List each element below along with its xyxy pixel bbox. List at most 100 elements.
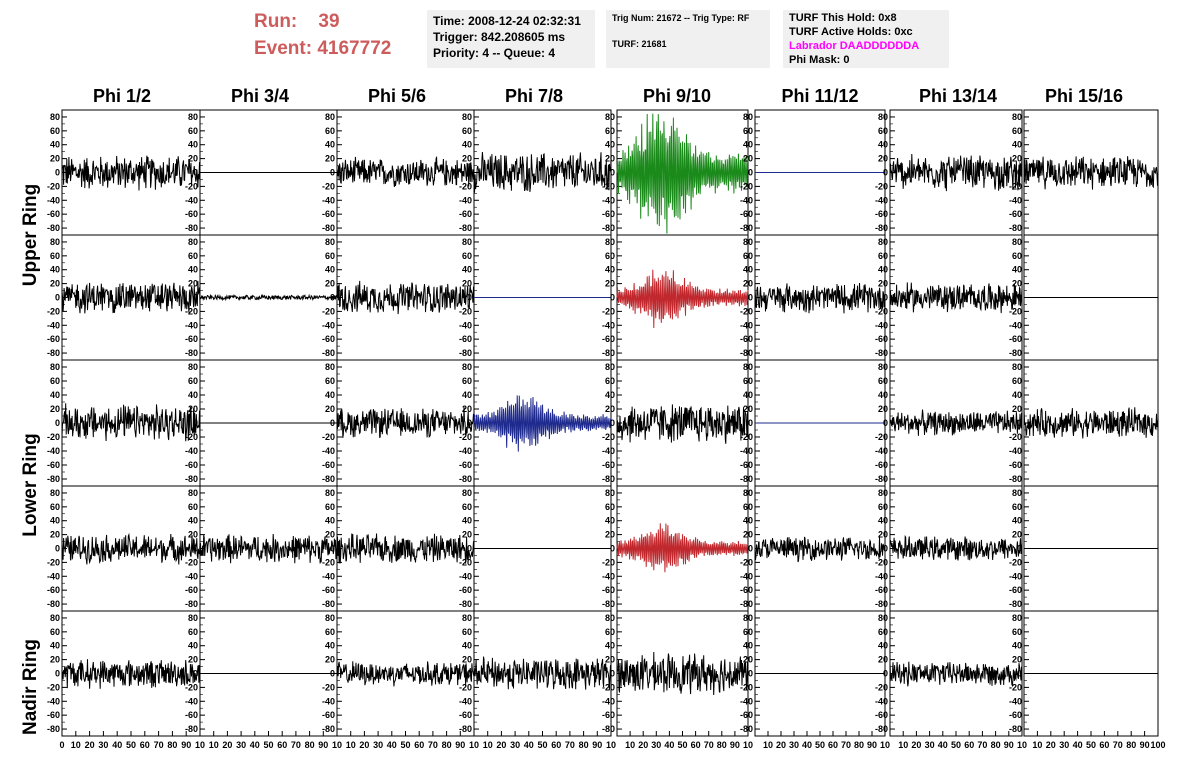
y-tick-label: -20 [322,682,335,692]
y-tick-label: 60 [1012,376,1022,386]
event-label: Event: [254,38,313,59]
x-tick-label: 80 [579,740,589,750]
x-tick-label: 10 [898,740,908,750]
x-tick-label: 10 [743,740,753,750]
y-tick-label: 80 [878,488,888,498]
y-tick-label: -40 [47,696,60,706]
y-tick-label: 60 [878,126,888,136]
y-tick-label: 0 [55,168,60,178]
y-tick-label: 60 [325,126,335,136]
waveform-trace [889,153,1023,192]
y-tick-label: -80 [185,474,198,484]
y-tick-label: -60 [740,334,753,344]
y-tick-label: 80 [743,488,753,498]
y-tick-label: -20 [1009,181,1022,191]
y-tick-label: 40 [325,516,335,526]
y-tick-label: -20 [322,432,335,442]
y-tick-label: 0 [610,544,615,554]
y-tick-label: -80 [47,348,60,358]
y-tick-label: 20 [605,404,615,414]
y-tick-label: 0 [467,418,472,428]
y-tick-label: 40 [188,390,198,400]
y-tick-label: 40 [1012,140,1022,150]
y-tick-label: -80 [185,724,198,734]
y-tick-label: 20 [743,154,753,164]
y-tick-label: 0 [193,544,198,554]
y-tick-label: 0 [467,669,472,679]
y-tick-label: 40 [605,265,615,275]
y-tick-label: -40 [740,195,753,205]
y-tick-label: -20 [875,682,888,692]
y-tick-label: -40 [459,320,472,330]
y-tick-label: 40 [878,641,888,651]
x-tick-label: 30 [651,740,661,750]
y-tick-label: -60 [740,710,753,720]
x-tick-label: 60 [277,740,287,750]
y-tick-label: 60 [878,376,888,386]
waveform-trace [616,113,749,234]
y-tick-label: 0 [1017,293,1022,303]
x-tick-label: 50 [677,740,687,750]
y-tick-label: 0 [1017,418,1022,428]
y-tick-label: -60 [602,710,615,720]
y-tick-label: -60 [875,710,888,720]
y-tick-label: 0 [883,544,888,554]
y-tick-label: -40 [185,571,198,581]
y-tick-label: 60 [188,251,198,261]
y-tick-label: -20 [459,432,472,442]
y-tick-label: 40 [462,265,472,275]
x-tick-label: 90 [181,740,191,750]
y-tick-label: 60 [743,376,753,386]
y-tick-label: 0 [330,544,335,554]
y-tick-label: 20 [878,655,888,665]
y-tick-label: 0 [193,168,198,178]
y-tick-label: -60 [47,209,60,219]
y-tick-label: 60 [462,251,472,261]
y-tick-label: 0 [883,168,888,178]
y-tick-label: 60 [50,376,60,386]
y-tick-label: 80 [1012,362,1022,372]
y-tick-label: 20 [325,404,335,414]
y-tick-label: -80 [185,599,198,609]
y-tick-label: 20 [1012,404,1022,414]
y-tick-label: -20 [875,306,888,316]
y-tick-label: 20 [188,404,198,414]
x-tick-label: 30 [1059,740,1069,750]
y-tick-label: 40 [325,140,335,150]
y-tick-label: -60 [459,334,472,344]
y-tick-label: -40 [740,696,753,706]
y-tick-label: -40 [322,696,335,706]
waveform-trace [616,651,749,696]
x-tick-label: 90 [318,740,328,750]
y-tick-label: 80 [50,488,60,498]
y-tick-label: -20 [1009,432,1022,442]
time-text: Time: 2008-12-24 02:32:31 [433,14,581,28]
y-tick-label: -60 [875,209,888,219]
y-tick-label: 80 [188,362,198,372]
waveform-trace [889,282,1023,314]
y-tick-label: 60 [50,126,60,136]
y-tick-label: 80 [743,613,753,623]
waveform-trace [61,280,201,314]
y-tick-label: -40 [47,571,60,581]
y-tick-label: -40 [47,320,60,330]
y-tick-label: 40 [50,265,60,275]
y-tick-label: 80 [50,112,60,122]
x-tick-label: 10 [483,740,493,750]
y-tick-label: 20 [878,530,888,540]
y-tick-label: 80 [462,237,472,247]
x-tick-label: 20 [776,740,786,750]
y-tick-label: 0 [610,168,615,178]
y-tick-label: 40 [743,140,753,150]
phi-header-2: Phi 3/4 [230,86,290,106]
phi-header-8: Phi 15/16 [1044,86,1124,106]
x-tick-label: 10 [209,740,219,750]
waveform-trace [1023,156,1159,190]
waveform-trace [336,533,475,564]
y-tick-label: 40 [605,140,615,150]
x-tick-label: 40 [938,740,948,750]
x-tick-label: 70 [291,740,301,750]
y-tick-label: 40 [743,265,753,275]
y-tick-label: -80 [322,223,335,233]
